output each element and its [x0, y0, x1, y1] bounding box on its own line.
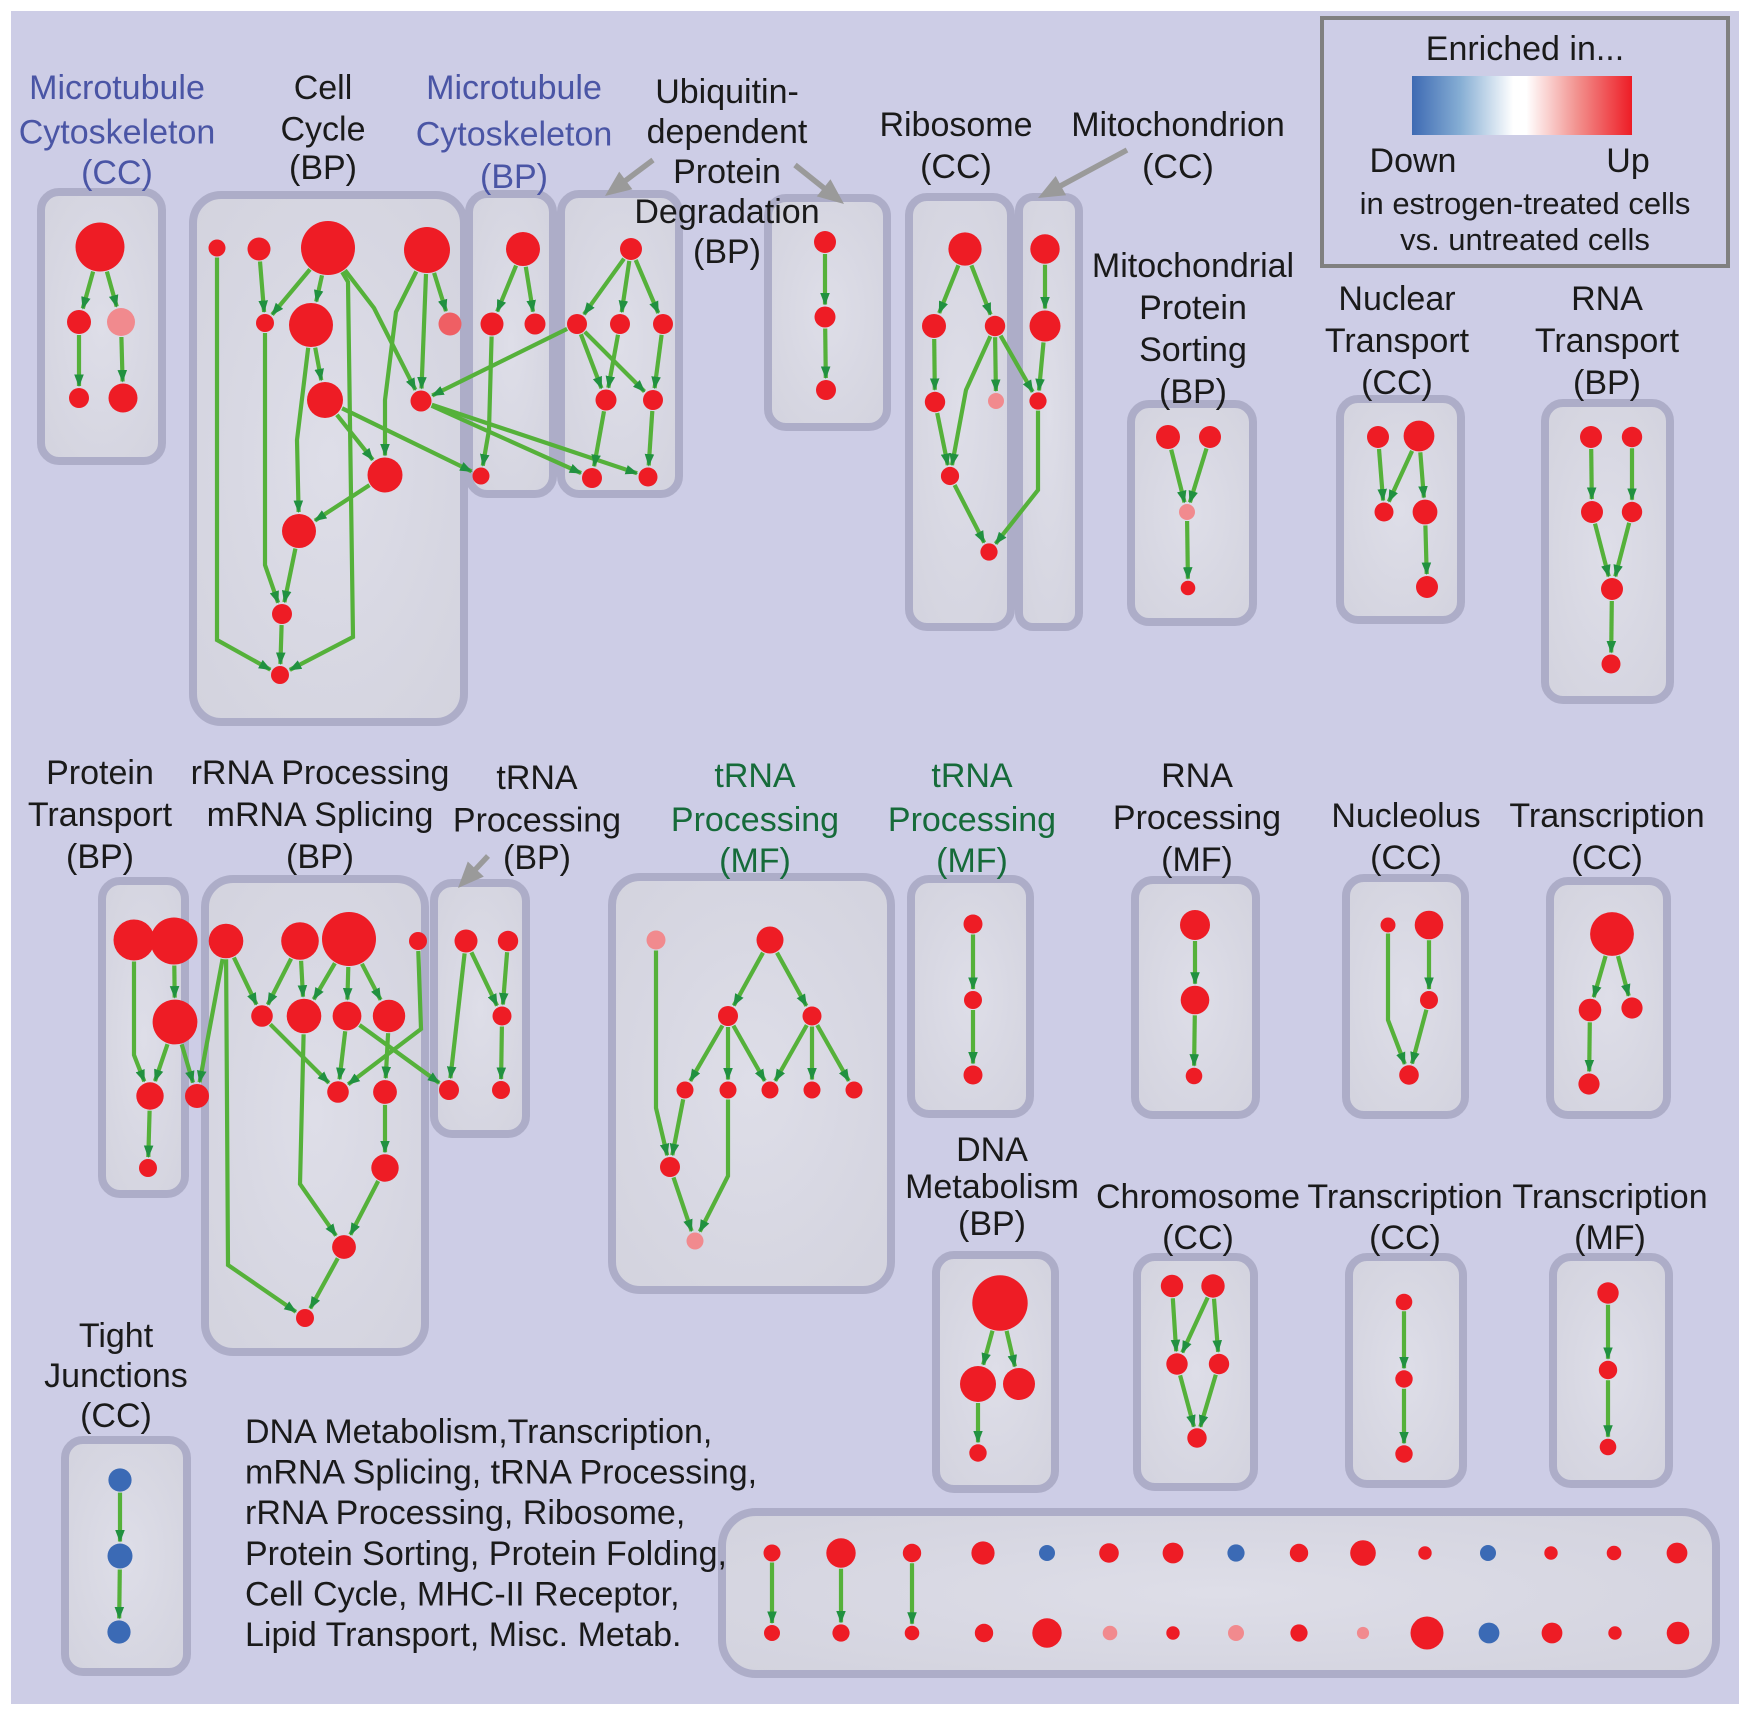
svg-text:Up: Up [1606, 142, 1649, 180]
svg-text:in estrogen-treated cells: in estrogen-treated cells [1360, 186, 1691, 221]
svg-text:Transcription(MF): Transcription (MF) [1512, 1178, 1707, 1257]
svg-text:Transcription(CC): Transcription (CC) [1509, 797, 1704, 877]
svg-text:DNA Metabolism,Transcription,m: DNA Metabolism,Transcription, mRNA Splici… [245, 1413, 757, 1654]
svg-text:Down: Down [1370, 142, 1457, 180]
svg-text:Transcription(CC): Transcription (CC) [1307, 1178, 1502, 1257]
svg-text:Ribosome(CC): Ribosome (CC) [879, 106, 1032, 186]
svg-text:vs. untreated cells: vs. untreated cells [1400, 222, 1650, 257]
svg-text:Chromosome(CC): Chromosome (CC) [1096, 1178, 1300, 1257]
svg-text:Enriched in...: Enriched in... [1426, 30, 1624, 68]
svg-text:Nucleolus(CC): Nucleolus (CC) [1331, 797, 1480, 877]
svg-text:Mitochondrion(CC): Mitochondrion (CC) [1071, 106, 1285, 186]
